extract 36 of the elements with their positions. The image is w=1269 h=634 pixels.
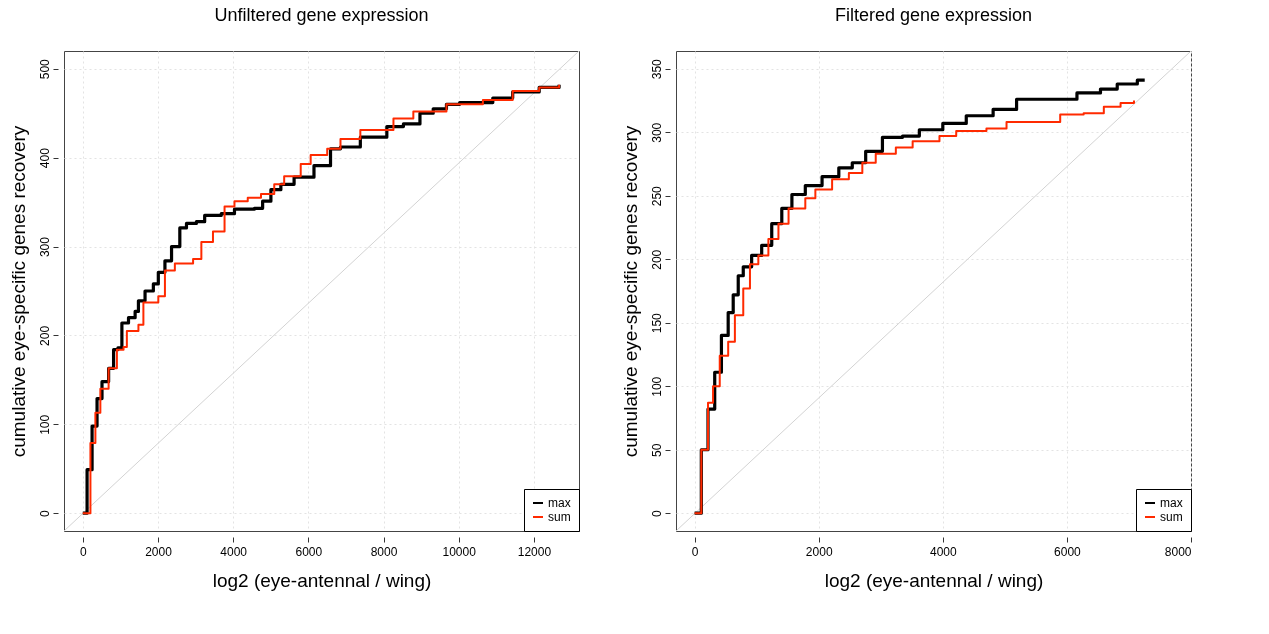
x-tick-label: 10000 xyxy=(442,544,477,559)
x-tick-label: 0 xyxy=(691,544,699,559)
y-tick-label: 150 xyxy=(649,312,664,334)
x-tick-label: 8000 xyxy=(1164,544,1192,559)
y-tick-label: 200 xyxy=(37,325,52,346)
y-tick-label: 400 xyxy=(37,147,52,169)
legend-label: max xyxy=(548,496,571,510)
x-tick-label: 4000 xyxy=(220,544,248,559)
x-tick-label: 4000 xyxy=(929,544,957,559)
x-tick-label: 6000 xyxy=(1054,544,1082,559)
y-tick-label: 200 xyxy=(649,249,664,270)
y-tick-label: 0 xyxy=(649,510,664,518)
x-tick-label: 2000 xyxy=(145,544,173,559)
y-tick-label: 300 xyxy=(649,122,664,143)
chart-title: Filtered gene expression xyxy=(834,5,1033,25)
y-tick-label: 100 xyxy=(37,414,52,435)
y-tick-label: 300 xyxy=(37,236,52,258)
y-tick-label: 500 xyxy=(37,58,52,80)
y-axis-title: cumulative eye-specific genes recovery xyxy=(7,125,29,458)
x-tick-label: 12000 xyxy=(517,544,552,559)
y-tick-label: 350 xyxy=(649,58,664,80)
legend-label: sum xyxy=(1160,510,1183,524)
x-tick-label: 6000 xyxy=(295,544,323,559)
y-tick-label: 0 xyxy=(37,510,52,518)
x-tick-label: 2000 xyxy=(805,544,833,559)
y-axis-title: cumulative eye-specific genes recovery xyxy=(619,125,641,458)
legend-label: sum xyxy=(548,510,571,524)
x-axis-title: log2 (eye-antennal / wing) xyxy=(824,569,1044,591)
x-tick-label: 0 xyxy=(79,544,87,559)
y-tick-label: 50 xyxy=(649,443,664,457)
y-tick-label: 100 xyxy=(649,376,664,397)
x-tick-label: 8000 xyxy=(370,544,398,559)
chart-title: Unfiltered gene expression xyxy=(214,5,429,25)
legend-label: max xyxy=(1160,496,1183,510)
x-axis-title: log2 (eye-antennal / wing) xyxy=(212,569,432,591)
y-tick-label: 250 xyxy=(649,185,664,207)
